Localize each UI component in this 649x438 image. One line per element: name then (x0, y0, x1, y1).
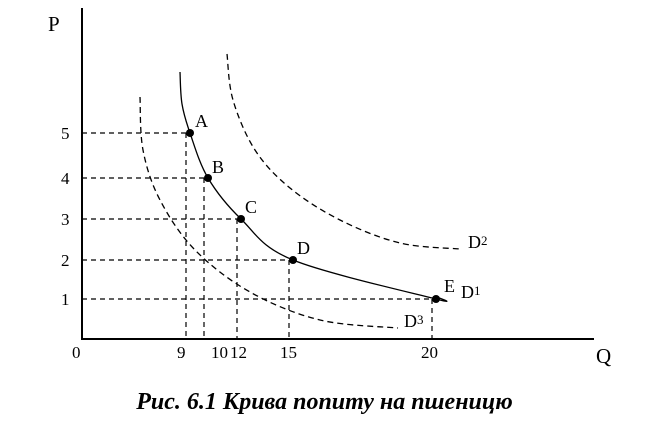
point-label-B: B (212, 157, 224, 177)
point-label-E: E (444, 276, 455, 296)
curve-subscript-2: 2 (481, 233, 488, 248)
point-E (432, 295, 440, 303)
origin-label: 0 (72, 343, 81, 362)
y-tick-1: 1 (61, 290, 70, 309)
curve-label-D1: D1 (461, 282, 481, 302)
x-tick-9: 9 (177, 343, 186, 362)
point-D (289, 256, 297, 264)
x-tick-15: 15 (280, 343, 297, 362)
y-tick-5: 5 (61, 124, 70, 143)
x-tick-10: 10 (211, 343, 228, 362)
y-tick-2: 2 (61, 251, 70, 270)
point-label-D: D (297, 238, 310, 258)
y-tick-3: 3 (61, 210, 70, 229)
point-A (186, 129, 194, 137)
x-tick-20: 20 (421, 343, 438, 362)
curve-D1 (179, 71, 448, 302)
point-label-C: C (245, 197, 257, 217)
x-tick-12: 12 (230, 343, 247, 362)
point-B (204, 174, 212, 182)
point-markers: A B C D E (186, 111, 455, 303)
curve-label-D2: D2 (468, 232, 488, 252)
curve-subscript-1: 1 (474, 283, 481, 298)
y-axis-label: P (48, 12, 60, 36)
demand-curves (139, 53, 461, 329)
axes (81, 8, 594, 340)
curve-D3 (139, 96, 399, 329)
figure-caption: Рис. 6.1 Крива попиту на пшеницю (136, 389, 513, 415)
y-tick-4: 4 (61, 169, 70, 188)
curve-label-D3: D3 (404, 311, 424, 331)
curve-subscript-3: 3 (417, 312, 424, 327)
curve-labels: D1 D2 D3 (404, 232, 488, 331)
curve-D2 (226, 53, 461, 250)
point-C (237, 215, 245, 223)
x-axis-label: Q (596, 344, 611, 368)
point-label-A: A (195, 111, 208, 131)
guide-lines (82, 132, 433, 339)
